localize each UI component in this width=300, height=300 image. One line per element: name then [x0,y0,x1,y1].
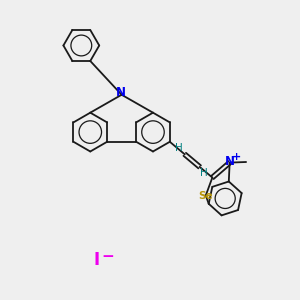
Text: H: H [200,168,208,178]
Text: +: + [232,152,241,162]
Text: Se: Se [199,191,213,201]
Text: H: H [176,143,183,153]
Text: N: N [116,86,126,100]
Text: I: I [93,251,99,269]
Text: N: N [225,155,235,168]
Text: −: − [102,248,115,263]
